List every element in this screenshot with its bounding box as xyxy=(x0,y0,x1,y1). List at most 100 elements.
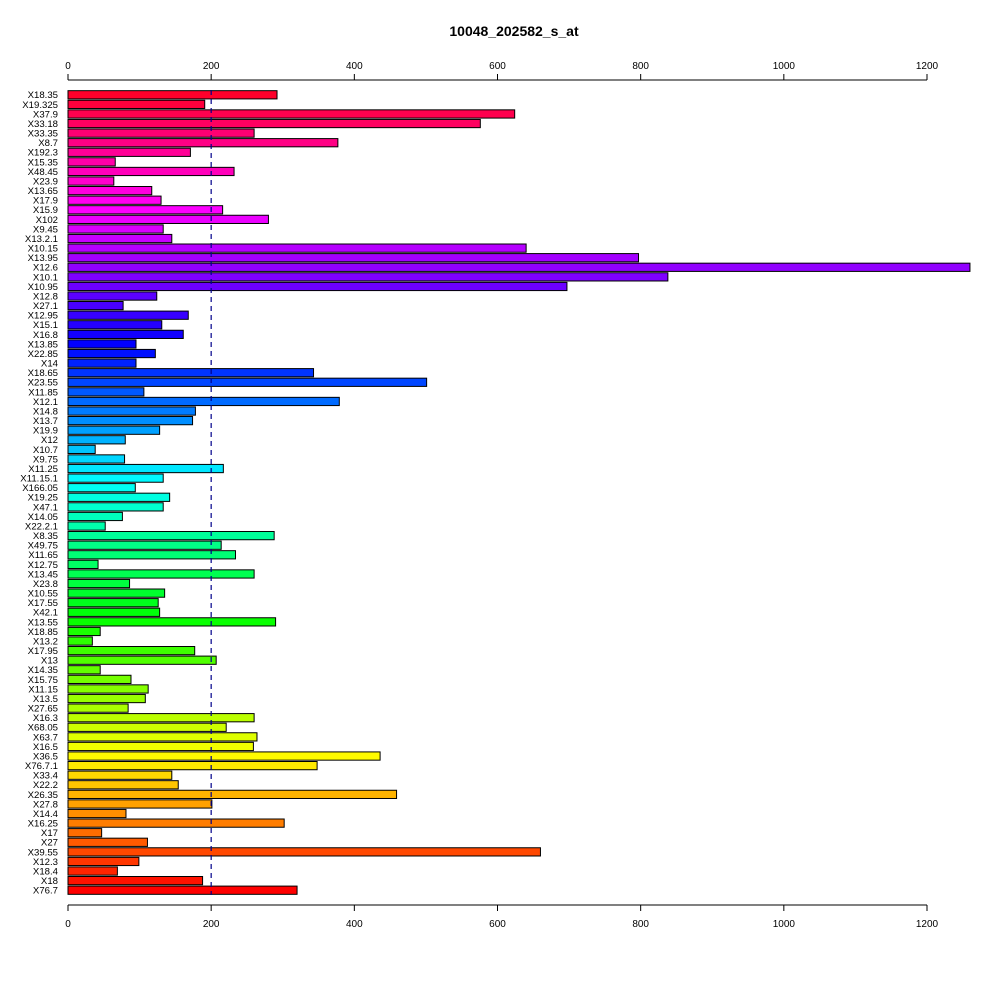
category-label: X10.55 xyxy=(28,589,58,600)
category-label: X11.85 xyxy=(28,387,58,398)
bar xyxy=(67,463,224,474)
category-label: X12.3 xyxy=(33,857,58,868)
bar xyxy=(67,761,318,771)
bar xyxy=(67,166,235,177)
category-label: X27 xyxy=(41,838,58,849)
category-label: X9.75 xyxy=(33,454,58,465)
bar xyxy=(67,578,131,589)
bar xyxy=(67,214,269,224)
bar xyxy=(67,684,149,694)
tick-label: 1200 xyxy=(916,61,939,72)
category-label: X17 xyxy=(41,828,58,839)
bar xyxy=(67,281,568,292)
bar xyxy=(67,348,156,359)
category-label: X13.85 xyxy=(28,339,58,350)
tick-label: 1200 xyxy=(916,919,939,930)
bar xyxy=(67,818,285,828)
category-label: X13.95 xyxy=(28,253,58,264)
category-label: X48.45 xyxy=(28,167,58,178)
category-label: X13.65 xyxy=(28,186,58,197)
category-label: X39.55 xyxy=(28,847,58,858)
bar xyxy=(67,406,196,416)
bar xyxy=(67,588,166,598)
category-label: X68.05 xyxy=(28,723,58,734)
bar xyxy=(67,425,161,435)
bar xyxy=(67,233,173,244)
category-label: X11.15 xyxy=(28,684,58,695)
category-labels-group: X18.35X19.325X37.9X33.18X33.35X8.7X192.3… xyxy=(20,90,58,896)
category-label: X33.4 xyxy=(33,771,59,782)
category-label: X14.35 xyxy=(28,665,58,676)
bar xyxy=(67,138,339,148)
bar xyxy=(67,272,669,282)
bars-group xyxy=(67,90,971,895)
category-label: X13.2 xyxy=(33,636,58,647)
category-label: X12.75 xyxy=(28,560,58,571)
bar xyxy=(67,799,213,809)
category-label: X10.1 xyxy=(33,272,58,283)
category-label: X13.5 xyxy=(33,694,58,705)
category-label: X14.05 xyxy=(28,512,58,523)
tick-label: 200 xyxy=(203,919,220,930)
category-label: X22.2 xyxy=(33,780,58,791)
bar xyxy=(67,617,277,627)
bar xyxy=(67,99,206,109)
bar xyxy=(67,454,126,464)
bar xyxy=(67,655,217,665)
category-label: X16.5 xyxy=(33,742,58,753)
bar xyxy=(67,511,123,522)
category-label: X19.9 xyxy=(33,426,58,437)
category-label: X15.35 xyxy=(28,157,58,168)
bar xyxy=(67,473,164,483)
bar xyxy=(67,320,163,330)
category-label: X13.7 xyxy=(33,416,58,427)
bar xyxy=(67,339,137,349)
category-label: X63.7 xyxy=(33,732,58,743)
bar xyxy=(67,224,164,234)
bar xyxy=(67,90,278,100)
category-label: X27.1 xyxy=(33,301,58,312)
category-label: X19.25 xyxy=(28,493,58,504)
category-label: X8.35 xyxy=(33,531,58,542)
category-label: X18.35 xyxy=(28,90,58,101)
bar xyxy=(67,741,254,752)
bar xyxy=(67,531,275,541)
chart-title: 10048_202582_s_at xyxy=(449,23,579,39)
category-label: X49.75 xyxy=(28,541,58,552)
bar xyxy=(67,808,127,819)
category-label: X12.8 xyxy=(33,291,58,302)
category-label: X27.65 xyxy=(28,704,58,715)
bar xyxy=(67,243,527,253)
category-label: X47.1 xyxy=(33,502,58,513)
category-label: X10.15 xyxy=(28,244,58,255)
bar xyxy=(67,186,153,196)
category-label: X12.6 xyxy=(33,263,58,274)
bar xyxy=(67,569,255,579)
category-label: X13.2.1 xyxy=(25,234,58,245)
category-label: X76.7.1 xyxy=(25,761,58,772)
tick-label: 200 xyxy=(203,61,220,72)
category-label: X16.3 xyxy=(33,713,58,724)
bar xyxy=(67,789,398,799)
bar xyxy=(67,147,191,157)
bar xyxy=(67,722,227,732)
bar xyxy=(67,483,136,493)
bar xyxy=(67,837,148,847)
bar xyxy=(67,435,126,445)
bar xyxy=(67,876,204,886)
bar xyxy=(67,262,971,272)
category-label: X13 xyxy=(41,656,58,667)
category-label: X23.8 xyxy=(33,579,58,590)
category-label: X18.4 xyxy=(33,866,59,877)
tick-label: 0 xyxy=(65,61,71,72)
bar xyxy=(67,856,140,867)
tick-label: 0 xyxy=(65,919,71,930)
category-label: X102 xyxy=(36,215,58,226)
category-label: X16.25 xyxy=(28,819,58,830)
category-label: X15.9 xyxy=(33,205,58,216)
category-label: X11.15.1 xyxy=(20,474,58,485)
category-label: X36.5 xyxy=(33,751,58,762)
bar xyxy=(67,550,236,560)
bar xyxy=(67,310,189,320)
